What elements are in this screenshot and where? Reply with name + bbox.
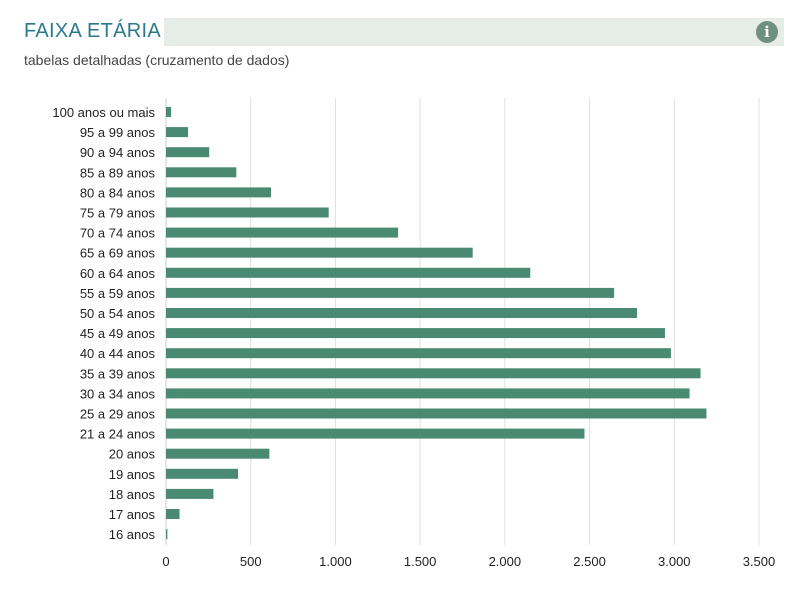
bar[interactable] — [166, 287, 615, 298]
bar[interactable] — [166, 468, 239, 479]
bar[interactable] — [166, 227, 399, 238]
y-tick-label: 25 a 29 anos — [80, 407, 156, 422]
y-tick-label: 80 a 84 anos — [80, 185, 156, 200]
chart-subtitle: tabelas detalhadas (cruzamento de dados) — [24, 52, 290, 68]
bar[interactable] — [166, 267, 531, 278]
bar[interactable] — [166, 207, 329, 218]
bar[interactable] — [166, 147, 210, 158]
y-tick-label: 35 a 39 anos — [80, 366, 156, 381]
y-tick-label: 17 anos — [109, 507, 156, 522]
y-tick-label: 75 a 79 anos — [80, 206, 156, 221]
y-tick-label: 19 anos — [109, 467, 156, 482]
chart-title: FAIXA ETÁRIA — [24, 20, 161, 42]
y-tick-label: 90 a 94 anos — [80, 145, 156, 160]
x-tick-label: 1.000 — [319, 554, 352, 569]
y-tick-label: 85 a 89 anos — [80, 165, 156, 180]
title-bar — [164, 18, 784, 46]
bar[interactable] — [166, 328, 665, 339]
bar[interactable] — [166, 388, 690, 399]
y-tick-label: 20 anos — [109, 447, 156, 462]
x-tick-label: 0 — [162, 554, 169, 569]
y-tick-label: 60 a 64 anos — [80, 266, 156, 281]
x-tick-label: 1.500 — [404, 554, 437, 569]
bar[interactable] — [166, 127, 189, 138]
info-icon[interactable]: i — [756, 21, 778, 43]
bar[interactable] — [166, 167, 237, 178]
bar[interactable] — [166, 348, 671, 359]
x-tick-label: 2.000 — [489, 554, 522, 569]
y-tick-label: 30 a 34 anos — [80, 386, 156, 401]
x-tick-label: 2.500 — [573, 554, 606, 569]
y-tick-label: 55 a 59 anos — [80, 286, 156, 301]
bar[interactable] — [166, 488, 214, 499]
y-tick-label: 18 anos — [109, 487, 156, 502]
y-tick-label: 95 a 99 anos — [80, 125, 156, 140]
y-tick-label: 50 a 54 anos — [80, 306, 156, 321]
chart-header: FAIXA ETÁRIA i — [18, 18, 784, 46]
bar[interactable] — [166, 529, 168, 540]
y-tick-label: 65 a 69 anos — [80, 246, 156, 261]
bar[interactable] — [166, 408, 707, 419]
bar[interactable] — [166, 107, 172, 117]
bar[interactable] — [166, 448, 270, 459]
y-tick-label: 16 anos — [109, 527, 156, 542]
bar[interactable] — [166, 509, 180, 519]
bar[interactable] — [166, 368, 701, 379]
y-tick-label: 100 anos ou mais — [52, 105, 155, 120]
x-tick-label: 3.000 — [658, 554, 691, 569]
bar[interactable] — [166, 308, 638, 318]
bar[interactable] — [166, 187, 272, 198]
bar[interactable] — [166, 428, 585, 439]
y-tick-label: 45 a 49 anos — [80, 326, 156, 341]
bar[interactable] — [166, 247, 473, 258]
y-tick-label: 70 a 74 anos — [80, 226, 156, 241]
x-tick-label: 500 — [240, 554, 262, 569]
x-tick-label: 3.500 — [743, 554, 776, 569]
y-tick-label: 21 a 24 anos — [80, 427, 156, 442]
y-tick-label: 40 a 44 anos — [80, 346, 156, 361]
